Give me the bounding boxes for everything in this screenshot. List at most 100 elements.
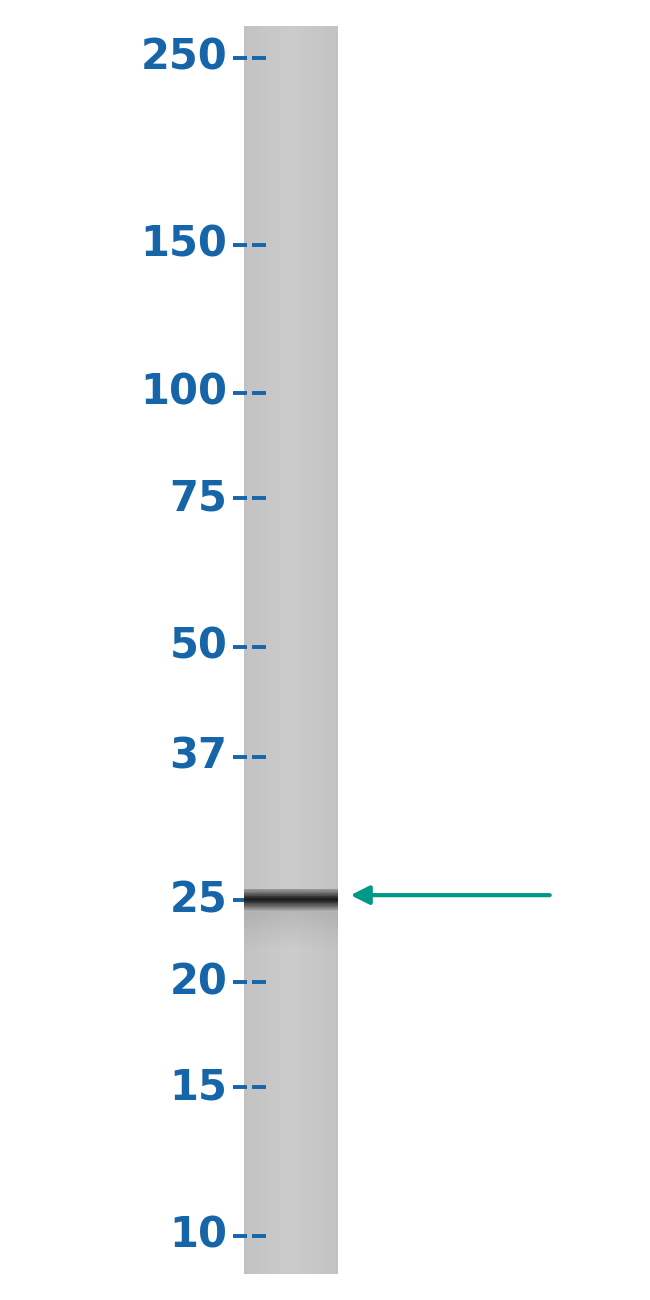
Bar: [297, 26, 298, 1274]
Bar: [244, 928, 338, 931]
Bar: [298, 26, 299, 1274]
Bar: [248, 26, 250, 1274]
Bar: [246, 26, 247, 1274]
Bar: [287, 26, 289, 1274]
Bar: [244, 26, 245, 1274]
Bar: [270, 26, 271, 1274]
Bar: [325, 26, 326, 1274]
Text: 50: 50: [170, 625, 228, 668]
Bar: [274, 26, 276, 1274]
Bar: [255, 26, 257, 1274]
Bar: [244, 942, 338, 945]
Bar: [251, 26, 252, 1274]
Bar: [328, 26, 329, 1274]
Bar: [300, 26, 302, 1274]
Bar: [304, 26, 305, 1274]
Bar: [307, 26, 309, 1274]
Bar: [326, 26, 328, 1274]
Bar: [317, 26, 318, 1274]
Bar: [276, 26, 277, 1274]
Bar: [318, 26, 319, 1274]
Bar: [272, 26, 273, 1274]
Bar: [316, 26, 317, 1274]
Bar: [245, 26, 246, 1274]
Bar: [291, 26, 292, 1274]
Bar: [324, 26, 325, 1274]
Bar: [271, 26, 272, 1274]
Bar: [306, 26, 307, 1274]
Bar: [244, 931, 338, 933]
Bar: [310, 26, 311, 1274]
Bar: [305, 26, 306, 1274]
Text: 10: 10: [170, 1214, 228, 1257]
Bar: [311, 26, 312, 1274]
Bar: [244, 914, 338, 916]
Text: 37: 37: [170, 736, 228, 777]
Bar: [319, 26, 320, 1274]
Bar: [313, 26, 315, 1274]
Bar: [332, 26, 333, 1274]
Bar: [279, 26, 280, 1274]
Bar: [244, 936, 338, 937]
Bar: [309, 26, 310, 1274]
Bar: [333, 26, 335, 1274]
Text: 150: 150: [140, 224, 228, 265]
Bar: [244, 916, 338, 919]
Bar: [330, 26, 331, 1274]
Bar: [322, 26, 324, 1274]
Bar: [267, 26, 268, 1274]
Bar: [278, 26, 279, 1274]
Text: 75: 75: [170, 477, 228, 519]
Bar: [331, 26, 332, 1274]
Bar: [257, 26, 258, 1274]
Bar: [252, 26, 254, 1274]
Bar: [244, 940, 338, 942]
Bar: [258, 26, 259, 1274]
Bar: [263, 26, 264, 1274]
Bar: [293, 26, 294, 1274]
Bar: [250, 26, 251, 1274]
Bar: [266, 26, 267, 1274]
Bar: [261, 26, 263, 1274]
Bar: [294, 26, 296, 1274]
Bar: [244, 937, 338, 940]
Bar: [254, 26, 255, 1274]
Bar: [244, 945, 338, 948]
Bar: [264, 26, 265, 1274]
Bar: [283, 26, 284, 1274]
Bar: [320, 26, 322, 1274]
Text: 100: 100: [140, 372, 228, 413]
Bar: [289, 26, 290, 1274]
Text: 25: 25: [170, 879, 228, 922]
Bar: [268, 26, 270, 1274]
Bar: [290, 26, 291, 1274]
Bar: [265, 26, 266, 1274]
Bar: [329, 26, 330, 1274]
Bar: [286, 26, 287, 1274]
Bar: [244, 919, 338, 922]
Bar: [247, 26, 248, 1274]
Bar: [335, 26, 337, 1274]
Bar: [244, 922, 338, 924]
Bar: [260, 26, 261, 1274]
Bar: [302, 26, 303, 1274]
Bar: [277, 26, 278, 1274]
Bar: [244, 924, 338, 926]
Bar: [312, 26, 313, 1274]
Bar: [292, 26, 293, 1274]
Bar: [285, 26, 286, 1274]
Bar: [244, 926, 338, 928]
Bar: [280, 26, 281, 1274]
Bar: [303, 26, 304, 1274]
Bar: [315, 26, 316, 1274]
Bar: [273, 26, 274, 1274]
Bar: [259, 26, 260, 1274]
Bar: [281, 26, 283, 1274]
Bar: [337, 26, 338, 1274]
Text: 15: 15: [170, 1066, 228, 1109]
Bar: [244, 933, 338, 936]
Bar: [244, 913, 338, 914]
Bar: [284, 26, 285, 1274]
Text: 20: 20: [170, 961, 228, 1004]
Bar: [299, 26, 300, 1274]
